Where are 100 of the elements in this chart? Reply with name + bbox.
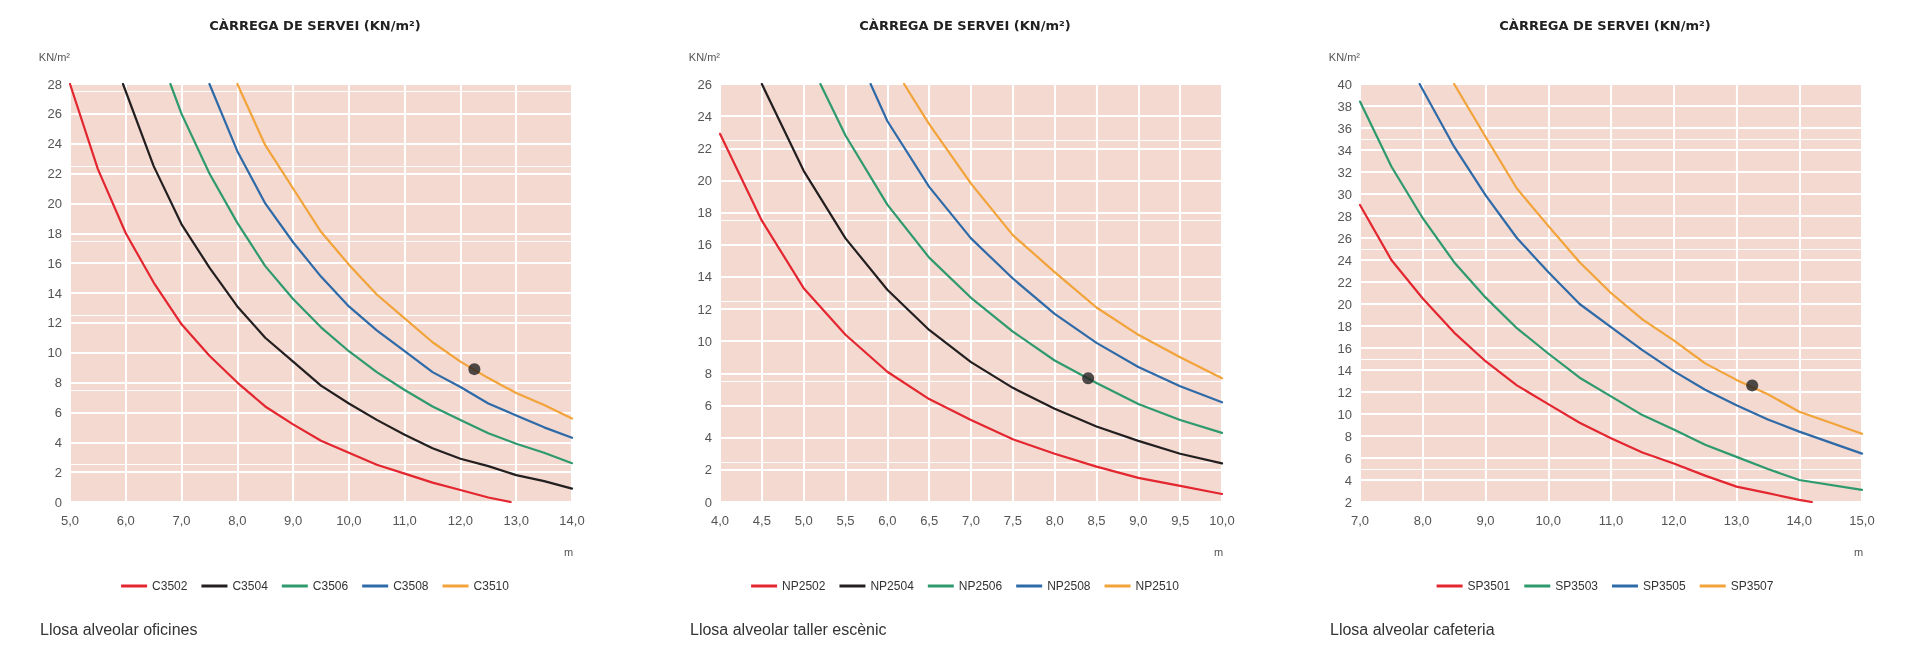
- y-tick-label: 12: [47, 315, 62, 331]
- line-series: [869, 82, 1224, 404]
- legend-label: C3508: [393, 579, 429, 593]
- y-tick-label: 26: [697, 76, 712, 92]
- y-tick-label: 30: [1337, 186, 1352, 202]
- x-tick-label: 6,5: [920, 513, 939, 528]
- legend-label: NP2502: [782, 579, 826, 593]
- y-tick-label: 8: [54, 375, 62, 391]
- y-tick-label: 18: [1337, 318, 1352, 334]
- y-axis-title: KN/m²: [1328, 50, 1361, 63]
- y-tick-label: 16: [1337, 340, 1352, 356]
- y-tick-label: 12: [1337, 384, 1352, 400]
- y-tick-label: 14: [697, 269, 712, 285]
- y-tick-label: 26: [1337, 230, 1352, 246]
- y-tick-label: 4: [1344, 472, 1352, 488]
- x-tick-label: 9,5: [1171, 513, 1190, 528]
- x-tick-label: 14,0: [1786, 513, 1812, 528]
- y-tick-label: 22: [47, 166, 62, 182]
- y-tick-label: 26: [47, 106, 62, 122]
- line-series: [718, 132, 1224, 496]
- y-tick-label: 36: [1337, 120, 1352, 136]
- line-series: [819, 82, 1224, 434]
- x-tick-label: 5,5: [836, 513, 855, 528]
- y-tick-label: 6: [1344, 450, 1352, 466]
- x-tick-label: 5,0: [794, 513, 813, 528]
- y-tick-label: 20: [697, 172, 712, 188]
- x-axis-title: m: [1214, 545, 1224, 558]
- x-tick-label: 13,0: [1723, 513, 1750, 528]
- y-tick-label: 20: [1337, 296, 1352, 312]
- y-tick-label: 4: [704, 430, 712, 446]
- y-tick-label: 14: [47, 285, 62, 301]
- line-series: [760, 82, 1224, 465]
- y-tick-label: 40: [1337, 76, 1352, 92]
- chart-title: CÀRREGA DE SERVEI (KN/m²): [209, 18, 421, 33]
- y-tick-label: 0: [54, 494, 62, 510]
- y-tick-label: 20: [47, 195, 62, 211]
- x-tick-label: 8,0: [228, 513, 247, 528]
- y-tick-label: 10: [47, 345, 62, 361]
- x-tick-label: 11,0: [1598, 513, 1624, 528]
- legend-label: SP3505: [1643, 579, 1687, 593]
- text: Llosa alveolar oficines: [40, 620, 198, 638]
- legend-label: SP3507: [1730, 579, 1774, 593]
- x-tick-label: 9,0: [284, 513, 303, 528]
- x-tick-label: 4,5: [752, 513, 771, 528]
- line-series: [121, 82, 574, 490]
- y-tick-label: 0: [704, 494, 712, 510]
- y-tick-label: 10: [1337, 406, 1352, 422]
- legend-label: SP3503: [1555, 579, 1599, 593]
- y-tick-label: 6: [54, 404, 62, 420]
- x-tick-label: 11,0: [392, 513, 417, 528]
- legend-label: SP3501: [1467, 579, 1511, 593]
- y-tick-label: 38: [1337, 98, 1352, 114]
- legend-label: C3510: [473, 579, 510, 593]
- y-tick-label: 4: [54, 434, 62, 450]
- text: Llosa alveolar taller escènic: [690, 620, 887, 638]
- y-tick-label: 28: [1337, 208, 1352, 224]
- x-tick-label: 7,5: [1003, 513, 1022, 528]
- x-tick-label: 10,0: [336, 513, 362, 528]
- y-tick-label: 24: [1337, 252, 1352, 268]
- x-tick-label: 7,0: [172, 513, 191, 528]
- x-tick-label: 12,0: [447, 513, 474, 528]
- text: Llosa alveolar cafeteria: [1330, 620, 1495, 638]
- x-tick-label: 9,0: [1129, 513, 1148, 528]
- line-series: [169, 82, 574, 465]
- y-tick-label: 34: [1337, 142, 1352, 158]
- y-tick-label: 28: [47, 76, 62, 92]
- y-tick-label: 16: [697, 237, 712, 253]
- line-series: [1358, 203, 1813, 504]
- y-tick-label: 12: [697, 301, 712, 317]
- y-tick-label: 2: [1344, 494, 1352, 510]
- x-tick-label: 8,5: [1087, 513, 1106, 528]
- y-tick-label: 22: [697, 140, 712, 156]
- x-tick-label: 6,0: [116, 513, 135, 528]
- x-tick-label: 6,0: [878, 513, 897, 528]
- y-tick-label: 8: [704, 365, 712, 381]
- x-tick-label: 7,0: [961, 513, 981, 528]
- x-tick-label: 12,0: [1661, 513, 1687, 528]
- x-tick-label: 15,0: [1849, 513, 1875, 528]
- x-tick-label: 4,0: [710, 513, 730, 528]
- y-tick-label: 22: [1337, 274, 1352, 290]
- y-axis-title: KN/m²: [38, 50, 71, 63]
- y-tick-label: 24: [47, 136, 62, 152]
- x-axis-title: m: [564, 545, 574, 558]
- y-tick-label: 2: [54, 464, 62, 480]
- legend-label: C3506: [312, 579, 349, 593]
- legend-label: NP2510: [1135, 579, 1180, 593]
- y-tick-label: 6: [704, 398, 712, 414]
- x-tick-label: 7,0: [1350, 513, 1370, 528]
- legend-label: NP2508: [1047, 579, 1091, 593]
- y-tick-label: 10: [697, 333, 712, 349]
- legend-label: NP2506: [958, 579, 1003, 593]
- x-tick-label: 5,0: [60, 513, 80, 528]
- y-axis-title: KN/m²: [688, 50, 721, 63]
- x-tick-label: 8,0: [1413, 513, 1432, 528]
- y-tick-label: 16: [47, 255, 62, 271]
- x-axis-title: m: [1854, 545, 1864, 558]
- x-tick-label: 10,0: [1209, 513, 1235, 528]
- x-tick-label: 10,0: [1535, 513, 1561, 528]
- legend-label: C3502: [152, 579, 188, 593]
- line-series: [1358, 100, 1864, 491]
